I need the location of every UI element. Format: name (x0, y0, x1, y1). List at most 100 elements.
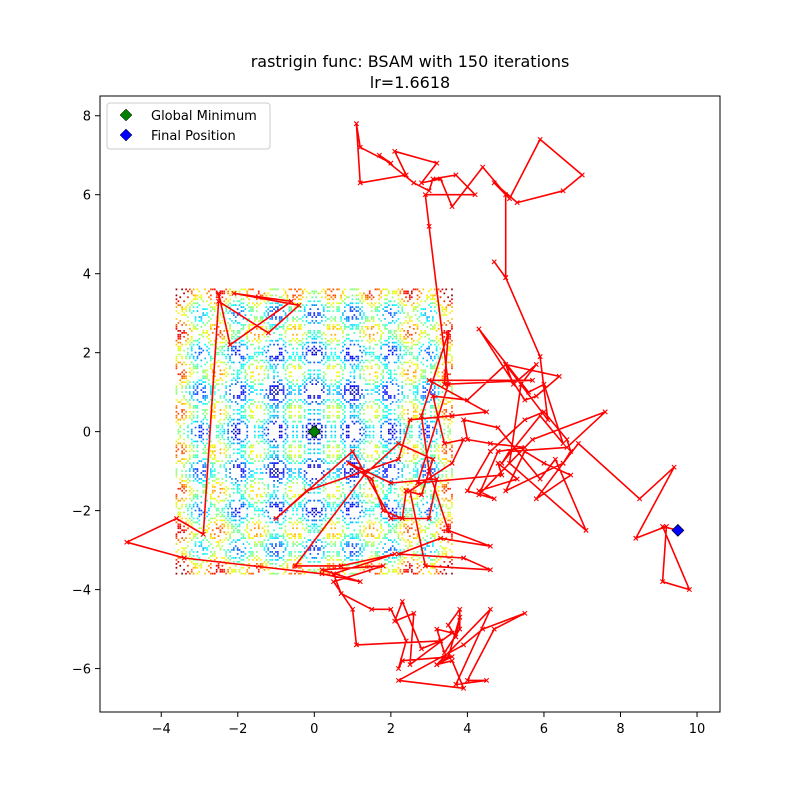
path-point (422, 192, 428, 198)
path-point (357, 144, 363, 150)
path-point (330, 571, 337, 577)
path-point (533, 393, 539, 399)
path-point (487, 543, 493, 549)
path-point (453, 681, 459, 687)
path-point (522, 610, 528, 616)
path-point (491, 626, 497, 632)
path-point (533, 496, 539, 502)
path-point (361, 472, 367, 478)
y-tick-label: 8 (83, 110, 91, 125)
path-point (457, 614, 463, 620)
path-point (388, 480, 394, 486)
path-point (552, 456, 559, 462)
path-point (399, 515, 405, 522)
path-point (495, 448, 501, 454)
path-point (338, 590, 344, 597)
path-point (434, 476, 440, 482)
path-point (541, 381, 547, 387)
path-point (346, 460, 352, 466)
path-point (376, 152, 382, 158)
path-point (296, 302, 302, 308)
path-point (445, 330, 451, 336)
path-point (395, 677, 402, 683)
path-point (319, 571, 325, 577)
path-point (537, 136, 543, 143)
path-point (392, 551, 398, 557)
path-point (472, 192, 478, 198)
path-point (399, 658, 405, 664)
path-point (583, 527, 589, 533)
path-point (395, 665, 402, 672)
path-point (453, 172, 459, 178)
path-point (537, 413, 543, 419)
path-point (556, 373, 562, 379)
path-point (216, 298, 222, 304)
x-tick-label: 2 (387, 722, 395, 737)
path-point (541, 460, 547, 466)
path-point (487, 448, 493, 454)
legend: Global Minimum Final Position (106, 102, 271, 150)
path-point (522, 444, 528, 451)
path-point (438, 535, 444, 541)
path-point (480, 626, 486, 632)
path-point (388, 160, 394, 166)
path-point (560, 460, 566, 466)
path-point (426, 223, 432, 229)
y-tick-label: −4 (72, 584, 91, 599)
y-tick-label: −6 (72, 663, 91, 678)
path-point (671, 464, 677, 470)
y-tick-label: −2 (72, 505, 91, 520)
path-point (522, 397, 528, 403)
path-point (422, 563, 428, 569)
path-point (319, 567, 325, 573)
legend-label-global-minimum: Global Minimum (151, 109, 257, 124)
path-point (338, 563, 344, 569)
path-point (560, 188, 566, 194)
path-point (449, 658, 455, 664)
path-point (418, 646, 425, 652)
path-point (457, 626, 463, 632)
path-point (529, 436, 536, 443)
path-point (464, 397, 470, 403)
path-point (503, 192, 509, 198)
path-point (407, 417, 413, 423)
path-point (216, 290, 222, 297)
path-point (434, 160, 440, 166)
path-point (453, 634, 459, 640)
y-axis: −6 −4 −2 0 2 4 6 8 (72, 110, 100, 678)
path-point (445, 654, 451, 660)
path-point (380, 563, 386, 569)
path-point (392, 618, 398, 624)
x-tick-label: 10 (689, 722, 706, 737)
x-tick-label: −2 (228, 722, 247, 737)
path-point (575, 440, 581, 447)
path-point (660, 523, 666, 529)
path-point (483, 677, 490, 683)
path-point (430, 393, 436, 399)
legend-marker-final-position (119, 128, 133, 142)
optimizer-path (124, 121, 692, 691)
path-point (503, 275, 509, 281)
path-point (350, 448, 356, 454)
path-point (407, 488, 413, 494)
path-point (491, 180, 497, 186)
path-point (522, 417, 528, 423)
path-point (418, 492, 425, 498)
path-point (292, 563, 298, 569)
path-point (514, 200, 520, 206)
path-point (579, 172, 585, 178)
path-point (541, 409, 547, 415)
path-point (476, 492, 482, 498)
path-point (369, 606, 375, 612)
path-point (231, 290, 237, 297)
path-point (418, 180, 425, 186)
path-point (568, 472, 574, 478)
path-point (449, 460, 455, 466)
path-point (426, 515, 432, 522)
path-point (564, 436, 570, 443)
path-point (464, 488, 470, 494)
path-point (487, 440, 493, 447)
path-point (273, 515, 279, 522)
x-tick-label: 8 (616, 722, 624, 737)
